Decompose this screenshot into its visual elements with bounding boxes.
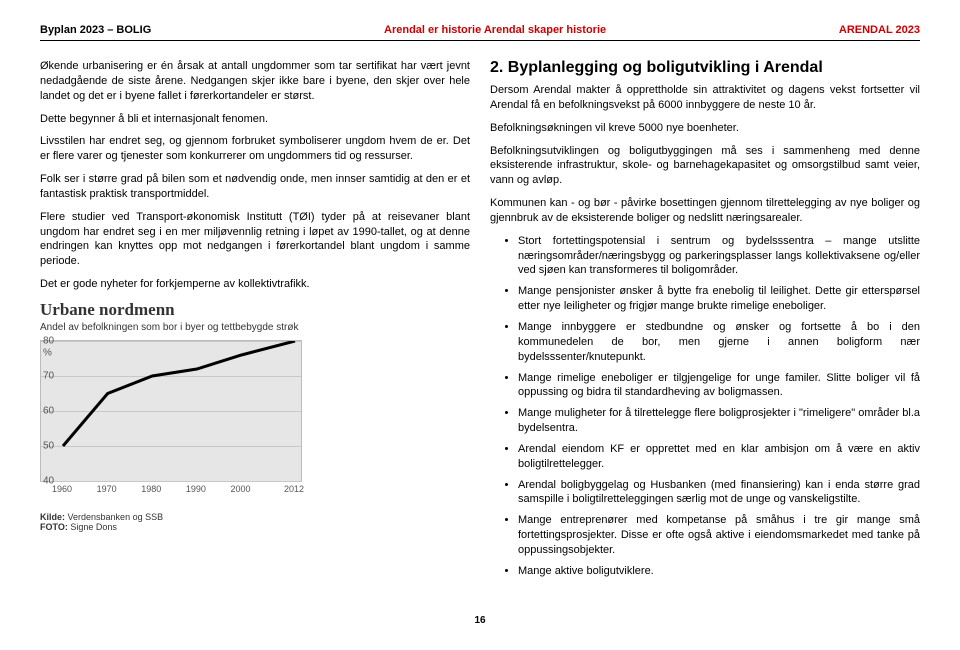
- paragraph: Det er gode nyheter for forkjemperne av …: [40, 277, 470, 292]
- source-label: Kilde:: [40, 512, 65, 522]
- paragraph: Flere studier ved Transport-økonomisk In…: [40, 210, 470, 269]
- x-tick-label: 2000: [230, 484, 250, 494]
- list-item: Arendal boligbyggelag og Husbanken (med …: [518, 478, 920, 508]
- paragraph: Befolkningsutviklingen og boligutbygging…: [490, 144, 920, 189]
- right-column: 2. Byplanlegging og boligutvikling i Are…: [490, 59, 920, 585]
- list-item: Mange muligheter for å tilrettelegge fle…: [518, 406, 920, 436]
- header-left: Byplan 2023 – BOLIG: [40, 24, 151, 36]
- paragraph: Dette begynner å bli et internasjonalt f…: [40, 112, 470, 127]
- chart-source: Kilde: Verdensbanken og SSB FOTO: Signe …: [40, 512, 320, 532]
- chart-plot-area: 4050607080%: [40, 340, 302, 482]
- source-text: Verdensbanken og SSB: [65, 512, 163, 522]
- chart-x-axis: 196019701980199020002012: [40, 484, 300, 498]
- paragraph: Kommunen kan - og bør - påvirke bosettin…: [490, 196, 920, 226]
- x-tick-label: 2012: [284, 484, 304, 494]
- chart-subtitle: Andel av befolkningen som bor i byer og …: [40, 322, 320, 335]
- header-right: ARENDAL 2023: [839, 24, 920, 36]
- content-columns: Økende urbanisering er én årsak at antal…: [40, 59, 920, 585]
- header-center: Arendal er historie Arendal skaper histo…: [384, 24, 606, 36]
- page-header: Byplan 2023 – BOLIG Arendal er historie …: [40, 24, 920, 41]
- list-item: Mange entreprenører med kompetanse på sm…: [518, 513, 920, 558]
- paragraph: Økende urbanisering er én årsak at antal…: [40, 59, 470, 104]
- list-item: Mange rimelige eneboliger er tilgjengeli…: [518, 371, 920, 401]
- chart-title: Urbane nordmenn: [40, 300, 320, 320]
- section-heading: 2. Byplanlegging og boligutvikling i Are…: [490, 59, 920, 77]
- list-item: Mange pensjonister ønsker å bytte fra en…: [518, 284, 920, 314]
- x-tick-label: 1990: [186, 484, 206, 494]
- paragraph: Folk ser i større grad på bilen som et n…: [40, 172, 470, 202]
- x-tick-label: 1970: [97, 484, 117, 494]
- foto-label: FOTO:: [40, 522, 68, 532]
- foto-text: Signe Dons: [68, 522, 117, 532]
- x-tick-label: 1980: [141, 484, 161, 494]
- list-item: Mange innbyggere er stedbundne og ønsker…: [518, 320, 920, 365]
- list-item: Stort fortettingspotensial i sentrum og …: [518, 234, 920, 279]
- paragraph: Dersom Arendal makter å opprettholde sin…: [490, 83, 920, 113]
- bullet-list: Stort fortettingspotensial i sentrum og …: [490, 234, 920, 579]
- paragraph: Befolkningsøkningen vil kreve 5000 nye b…: [490, 121, 920, 136]
- list-item: Mange aktive boligutviklere.: [518, 564, 920, 579]
- list-item: Arendal eiendom KF er opprettet med en k…: [518, 442, 920, 472]
- paragraph: Livsstilen har endret seg, og gjennom fo…: [40, 134, 470, 164]
- x-tick-label: 1960: [52, 484, 72, 494]
- chart-urbane-nordmenn: Urbane nordmenn Andel av befolkningen so…: [40, 300, 320, 533]
- left-column: Økende urbanisering er én årsak at antal…: [40, 59, 470, 585]
